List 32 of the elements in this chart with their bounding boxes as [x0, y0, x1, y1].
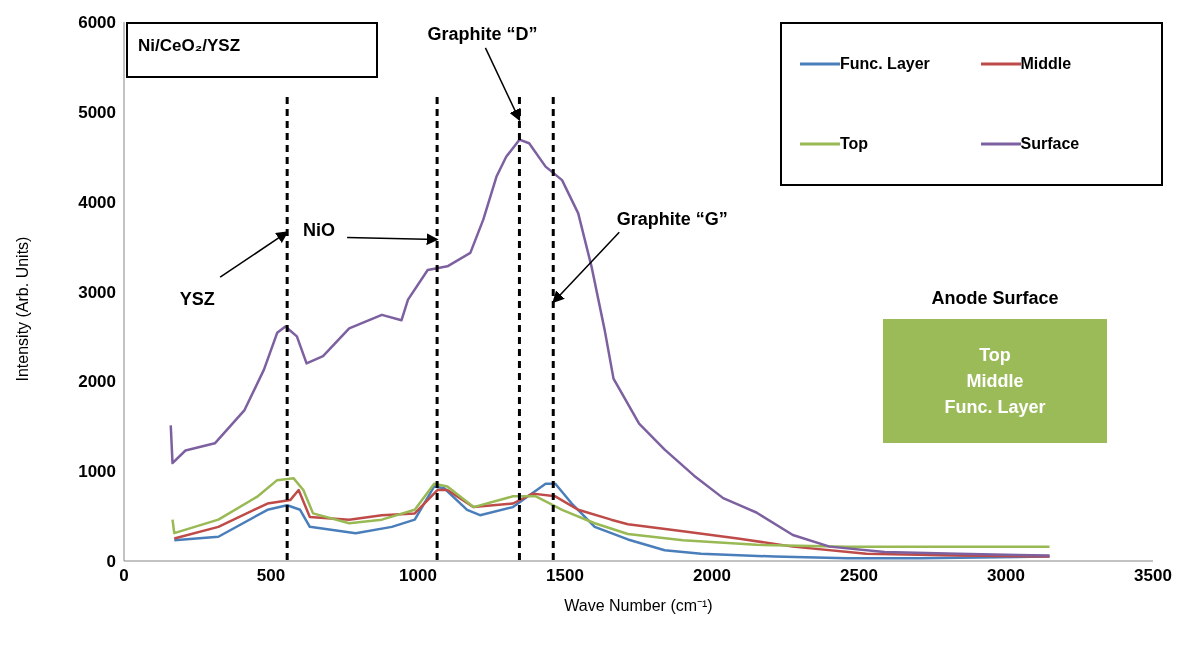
x-tick-label: 1000 — [399, 566, 437, 586]
y-tick-label: 3000 — [78, 282, 116, 302]
legend-label: Middle — [1020, 55, 1072, 73]
legend-label: Top — [840, 135, 869, 153]
y-tick-label: 0 — [106, 552, 116, 572]
annotation: Middle — [965, 370, 1025, 393]
y-tick-label: 6000 — [78, 13, 116, 33]
annotation: Graphite “G” — [616, 209, 728, 230]
y-tick-label: 5000 — [78, 102, 116, 122]
x-tick-label: 2500 — [840, 566, 878, 586]
x-tick-label: 1500 — [546, 566, 584, 586]
annotation: Anode Surface — [930, 288, 1060, 309]
y-axis-title: Intensity (Arb. Units) — [13, 236, 31, 382]
label-box: Top Middle Func. Layer — [883, 319, 1107, 443]
annotation: YSZ — [179, 288, 215, 309]
x-tick-label: 3000 — [987, 566, 1025, 586]
x-tick-label: 3500 — [1134, 566, 1172, 586]
y-tick-label: 1000 — [78, 462, 116, 482]
annotation: NiO — [303, 220, 336, 241]
legend-label: Func. Layer — [840, 55, 930, 73]
y-tick-label: 4000 — [78, 192, 116, 212]
annotation: Func. Layer — [943, 396, 1047, 419]
annotation: Graphite “D” — [427, 23, 538, 44]
x-tick-label: 500 — [256, 566, 286, 586]
y-tick-label: 2000 — [78, 372, 116, 392]
x-axis-title: Wave Number (cm⁻¹) — [564, 597, 713, 614]
x-tick-label: 2000 — [693, 566, 731, 586]
x-tick-label: 0 — [119, 566, 129, 586]
line-series — [171, 477, 1051, 548]
text-box: Ni/CeO₂/YSZ — [126, 22, 378, 78]
legend-label: Surface — [1020, 135, 1080, 153]
annotation: Top — [978, 344, 1012, 367]
